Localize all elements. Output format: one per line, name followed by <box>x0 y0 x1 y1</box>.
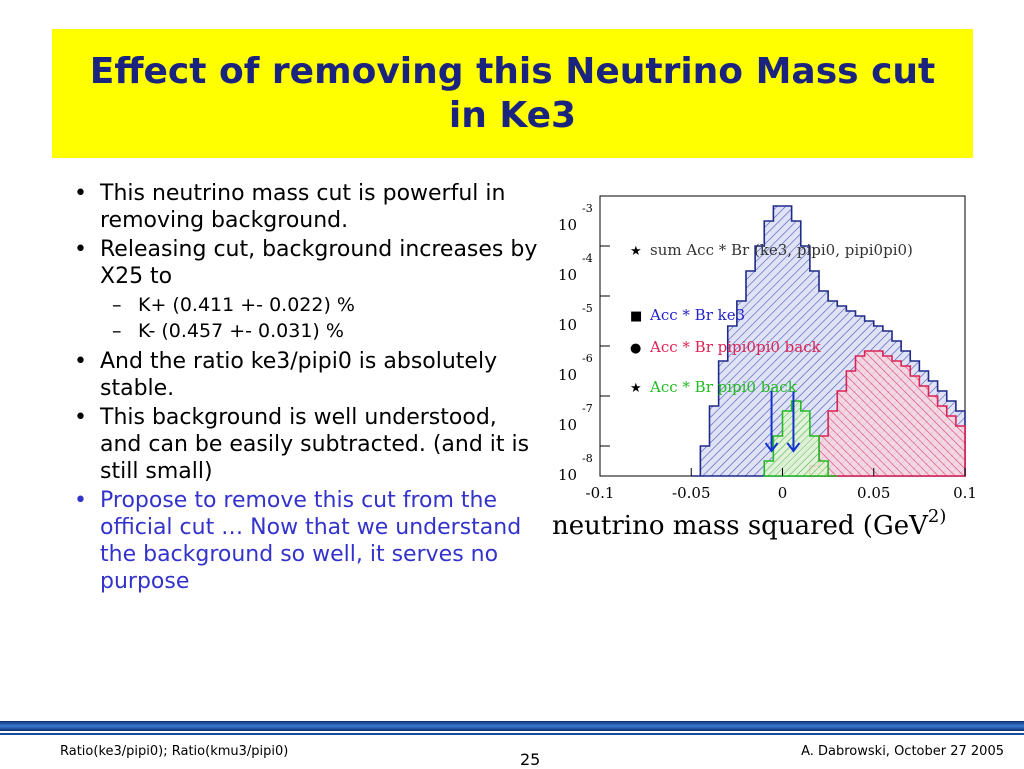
title-banner: Effect of removing this Neutrino Mass cu… <box>52 29 973 158</box>
bullet-text: And the ratio ke3/pipi0 is absolutely st… <box>100 349 498 401</box>
y-tick-exponent: -7 <box>582 402 593 415</box>
series-area-2 <box>763 400 838 477</box>
series-area-1 <box>809 350 966 477</box>
x-tick-label: 0.05 <box>857 484 890 502</box>
y-tick-exponent: -8 <box>582 452 593 465</box>
legend-entry-3: Acc * Br pipi0 back <box>649 378 798 396</box>
footer-divider <box>0 733 1024 735</box>
y-tick-exponent: -6 <box>582 352 593 365</box>
x-tick-label: -0.1 <box>586 484 615 502</box>
x-axis-label: neutrino mass squared (GeV2) <box>552 506 946 540</box>
legend-marker: ★ <box>630 381 642 396</box>
y-tick-base: 10 <box>558 266 577 284</box>
sub-bullet-item: – K- (0.457 +- 0.031) % <box>72 318 542 344</box>
legend-layer: ★ sum Acc * Br (ke3, pipi0, pipi0pi0) ■ Acc… <box>630 241 913 396</box>
bullet-dot-icon: • <box>74 488 87 513</box>
x-tick-label: -0.05 <box>672 484 710 502</box>
bullet-item-highlight: • Propose to remove this cut from the off… <box>72 487 542 595</box>
y-tick-base: 10 <box>558 466 577 484</box>
y-tick-base: 10 <box>558 416 577 434</box>
cut-arrow-head-0 <box>764 442 779 453</box>
sub-bullet-item: – K+ (0.411 +- 0.022) % <box>72 292 542 318</box>
bullet-dot-icon: • <box>74 181 87 206</box>
sub-bullet-text: K+ (0.411 +- 0.022) % <box>138 294 355 316</box>
legend-marker: ● <box>630 341 641 356</box>
footer-bar <box>0 721 1024 731</box>
dash-icon: – <box>112 294 122 316</box>
x-tick-layer: -0.1 -0.05 0 0.05 0.1 <box>586 468 977 502</box>
bullet-text: Releasing cut, background increases by X… <box>100 237 538 289</box>
cut-arrow-head-1 <box>786 442 801 453</box>
histogram-figure: -0.1 -0.05 0 0.05 0.1 10 -3 10 -4 10 -5 10 -6 10 -7 10… <box>540 180 990 540</box>
series-layer <box>691 205 966 477</box>
dash-icon: – <box>112 320 122 342</box>
legend-entry-0: sum Acc * Br (ke3, pipi0, pipi0pi0) <box>650 241 913 259</box>
bullet-text: This neutrino mass cut is powerful in re… <box>100 181 506 233</box>
y-tick-exponent: -5 <box>582 302 593 315</box>
bullet-item: • And the ratio ke3/pipi0 is absolutely s… <box>72 348 542 402</box>
y-tick-base: 10 <box>558 366 577 384</box>
page-number: 25 <box>520 750 541 769</box>
bullet-item: • This background is well understood, and… <box>72 404 542 485</box>
y-tick-layer: 10 -3 10 -4 10 -5 10 -6 10 -7 10 -8 <box>558 195 610 484</box>
legend-marker: ★ <box>630 244 642 259</box>
bullet-dot-icon: • <box>74 405 87 430</box>
histogram-svg: -0.1 -0.05 0 0.05 0.1 10-310-410-510-610-710… <box>552 195 977 540</box>
sub-bullet-text: K- (0.457 +- 0.031) % <box>138 320 344 342</box>
bullet-dot-icon: • <box>74 349 87 374</box>
footer-left-text: Ratio(ke3/pipi0); Ratio(kmu3/pipi0) <box>60 744 289 759</box>
bullet-item: • Releasing cut, background increases by … <box>72 236 542 290</box>
y-tick-exponent: -4 <box>582 252 593 265</box>
y-tick-base: 10 <box>558 316 577 334</box>
bullet-text: Propose to remove this cut from the offi… <box>100 488 522 594</box>
y-tick-exponent: -3 <box>582 202 593 215</box>
x-tick-label: 0 <box>778 484 788 502</box>
y-tick-base: 10 <box>558 216 577 234</box>
arrow-layer <box>764 391 801 453</box>
bullet-text: This background is well understood, and … <box>100 405 530 484</box>
legend-entry-2: Acc * Br pipi0pi0 back <box>649 338 822 356</box>
footer-right-text: A. Dabrowski, October 27 2005 <box>801 744 1004 759</box>
legend-marker: ■ <box>630 309 642 324</box>
bullet-item: • This neutrino mass cut is powerful in r… <box>72 180 542 234</box>
bullet-dot-icon: • <box>74 237 87 262</box>
legend-entry-1: Acc * Br ke3 <box>649 306 745 324</box>
slide-title: Effect of removing this Neutrino Mass cu… <box>89 50 936 136</box>
bullet-list: • This neutrino mass cut is powerful in r… <box>72 180 542 597</box>
x-tick-label: 0.1 <box>953 484 977 502</box>
